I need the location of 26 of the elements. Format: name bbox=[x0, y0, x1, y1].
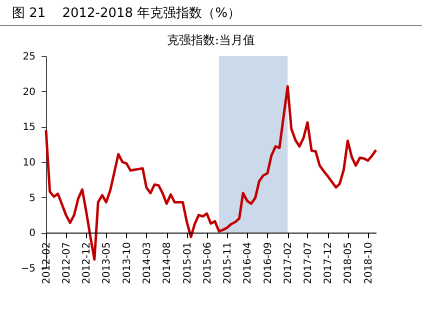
x-tick-label: 2015-06 bbox=[202, 242, 214, 284]
y-tick-label: 10 bbox=[22, 158, 36, 168]
y-tick-label: 20 bbox=[22, 86, 36, 98]
y-tick-label: 0 bbox=[29, 228, 36, 240]
x-tick-label: 2014-08 bbox=[162, 242, 174, 284]
x-tick-label: 2012-02 bbox=[42, 242, 52, 284]
chart-title: 图 21 2012-2018 年克强指数（%） bbox=[0, 0, 422, 26]
y-tick-label: 25 bbox=[22, 52, 36, 62]
y-tick-label: 15 bbox=[22, 122, 36, 134]
x-tick-label: 2016-09 bbox=[262, 242, 274, 284]
x-tick-label: 2017-02 bbox=[283, 242, 294, 284]
x-tick-label: 2017-12 bbox=[323, 242, 334, 284]
x-tick-label: 2015-01 bbox=[182, 242, 194, 284]
x-tick-label: 2013-05 bbox=[102, 242, 113, 284]
x-tick-label: 2012-07 bbox=[61, 242, 72, 284]
x-tick-label: 2016-04 bbox=[242, 242, 254, 284]
x-tick-label: 2017-07 bbox=[302, 242, 314, 284]
x-tick-label: 2012-12 bbox=[82, 242, 93, 284]
x-tick-label: 2013-10 bbox=[122, 242, 133, 284]
x-tick-label: 2014-03 bbox=[142, 242, 153, 284]
x-tick-label: 2018-10 bbox=[363, 242, 374, 284]
y-tick-label: 5 bbox=[29, 192, 36, 204]
x-tick-label: 2015-11 bbox=[222, 242, 234, 284]
chart-subtitle: 克强指数:当月值 bbox=[166, 33, 256, 47]
x-tick-label: 2018-05 bbox=[343, 242, 354, 284]
y-tick-label: −5 bbox=[20, 264, 36, 274]
